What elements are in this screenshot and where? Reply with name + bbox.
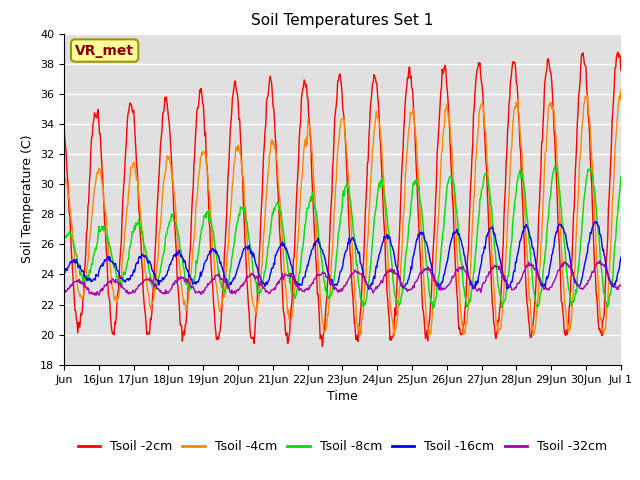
- Tsoil -16cm: [400, 286, 408, 291]
- Tsoil -4cm: [401, 200, 408, 205]
- Tsoil -2cm: [319, 344, 326, 349]
- Tsoil -32cm: [401, 284, 408, 289]
- Tsoil -16cm: [228, 279, 236, 285]
- Line: Tsoil -16cm: Tsoil -16cm: [64, 221, 621, 290]
- Line: Tsoil -4cm: Tsoil -4cm: [64, 91, 621, 336]
- Line: Tsoil -32cm: Tsoil -32cm: [64, 261, 621, 295]
- Legend: Tsoil -2cm, Tsoil -4cm, Tsoil -8cm, Tsoil -16cm, Tsoil -32cm: Tsoil -2cm, Tsoil -4cm, Tsoil -8cm, Tsoi…: [72, 435, 612, 458]
- Text: VR_met: VR_met: [75, 44, 134, 58]
- Tsoil -16cm: [435, 287, 443, 293]
- Tsoil -16cm: [591, 218, 599, 224]
- Tsoil -4cm: [255, 294, 263, 300]
- Tsoil -32cm: [60, 290, 68, 296]
- Tsoil -4cm: [617, 88, 625, 94]
- Tsoil -16cm: [125, 276, 133, 281]
- Tsoil -8cm: [276, 212, 284, 217]
- Tsoil -2cm: [125, 104, 133, 109]
- Tsoil -16cm: [255, 272, 263, 278]
- Line: Tsoil -8cm: Tsoil -8cm: [64, 166, 621, 309]
- Tsoil -32cm: [92, 292, 100, 298]
- Tsoil -32cm: [126, 290, 134, 296]
- Tsoil -2cm: [276, 238, 284, 244]
- Tsoil -8cm: [255, 291, 263, 297]
- Tsoil -32cm: [228, 291, 236, 297]
- Tsoil -2cm: [60, 120, 68, 126]
- Tsoil -8cm: [429, 306, 436, 312]
- Tsoil -8cm: [125, 247, 133, 252]
- Tsoil -4cm: [60, 177, 68, 182]
- Tsoil -4cm: [125, 182, 133, 188]
- Tsoil -8cm: [432, 296, 440, 302]
- Tsoil -8cm: [60, 237, 68, 243]
- Tsoil -32cm: [256, 281, 264, 287]
- Tsoil -2cm: [432, 195, 440, 201]
- X-axis label: Time: Time: [327, 390, 358, 403]
- Tsoil -2cm: [228, 110, 236, 116]
- Tsoil -32cm: [432, 279, 440, 285]
- Tsoil -4cm: [356, 333, 364, 339]
- Tsoil -32cm: [617, 282, 625, 288]
- Tsoil -2cm: [401, 115, 408, 121]
- Tsoil -16cm: [276, 243, 284, 249]
- Tsoil -4cm: [276, 203, 284, 209]
- Tsoil -8cm: [617, 174, 625, 180]
- Tsoil -32cm: [277, 275, 285, 280]
- Tsoil -8cm: [551, 163, 559, 169]
- Tsoil -4cm: [432, 261, 440, 266]
- Tsoil -2cm: [255, 253, 263, 259]
- Tsoil -16cm: [60, 271, 68, 277]
- Tsoil -2cm: [617, 68, 625, 73]
- Tsoil -16cm: [431, 278, 439, 284]
- Tsoil -2cm: [614, 49, 621, 55]
- Tsoil -8cm: [228, 256, 236, 262]
- Line: Tsoil -2cm: Tsoil -2cm: [64, 52, 621, 347]
- Tsoil -16cm: [617, 254, 625, 260]
- Tsoil -4cm: [228, 194, 236, 200]
- Y-axis label: Soil Temperature (C): Soil Temperature (C): [22, 135, 35, 264]
- Tsoil -8cm: [400, 277, 408, 283]
- Title: Soil Temperatures Set 1: Soil Temperatures Set 1: [252, 13, 433, 28]
- Tsoil -32cm: [596, 258, 604, 264]
